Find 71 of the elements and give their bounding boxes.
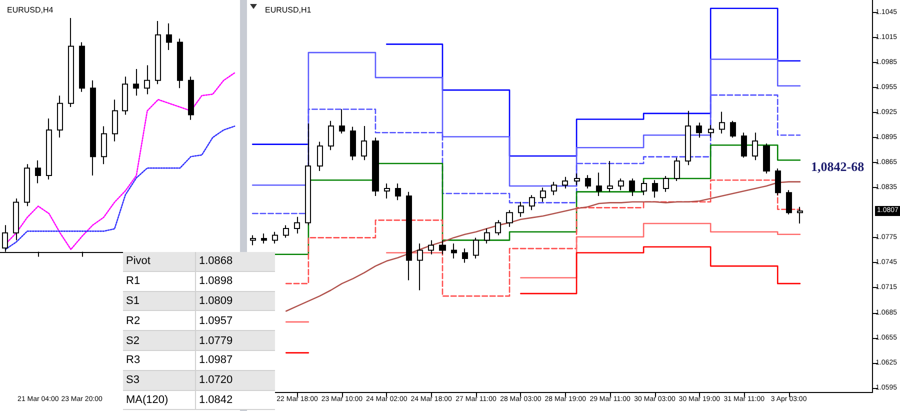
- candlestick: [529, 194, 535, 211]
- candlestick: [663, 175, 669, 192]
- candlestick: [596, 172, 602, 196]
- candlestick: [166, 22, 172, 51]
- candlestick: [763, 142, 770, 174]
- candlestick: [752, 132, 758, 161]
- annotation: 1,0842-68: [811, 159, 865, 174]
- candlestick: [372, 137, 379, 196]
- candlestick: [79, 42, 85, 92]
- text: EURUSD,H1: [265, 6, 312, 14]
- candlestick: [250, 234, 256, 246]
- candlestick: [484, 228, 490, 244]
- candlestick: [283, 224, 289, 238]
- candlestick: [24, 164, 30, 207]
- candlestick: [68, 18, 74, 108]
- candlestick: [574, 172, 580, 186]
- candlestick: [641, 180, 647, 196]
- candlestick: [540, 187, 546, 202]
- candlestick: [585, 174, 591, 189]
- candlestick: [708, 124, 714, 138]
- candlestick: [317, 141, 323, 172]
- candlestick: [395, 182, 401, 201]
- candlestick: [328, 120, 334, 151]
- candlestick: [719, 111, 725, 134]
- candlestick: [674, 157, 680, 182]
- candlestick: [90, 80, 96, 176]
- candlestick: [122, 76, 128, 116]
- candlestick: [350, 126, 356, 161]
- candlestick: [417, 243, 423, 291]
- candlestick: [384, 182, 390, 199]
- candlestick: [696, 122, 702, 138]
- candlestick: [462, 248, 468, 264]
- candlestick: [35, 160, 41, 184]
- candlestick: [272, 231, 278, 244]
- candlestick: [775, 168, 781, 196]
- chart-title: EURUSD,H4: [7, 6, 54, 14]
- candlestick: [305, 122, 311, 226]
- candlestick: [797, 206, 803, 224]
- candlestick: [629, 178, 635, 196]
- candlestick: [112, 99, 118, 142]
- candlestick: [506, 210, 513, 228]
- candlestick: [406, 191, 412, 281]
- candlestick: [428, 240, 434, 255]
- candlestick: [685, 110, 691, 166]
- pivot-table: Pivot 1.0868 R1 1.0898 S1 1.0809 R2 1.0957 S2 1.0779 R3 1.0987 S3 1.0720 MA(120) 1.0842: [123, 252, 275, 410]
- candlestick: [518, 201, 524, 218]
- candlestick: [473, 237, 479, 260]
- candlestick: [607, 160, 613, 192]
- candlestick: [46, 118, 52, 180]
- candlestick: [451, 243, 457, 260]
- candlestick: [177, 38, 183, 89]
- candlestick: [144, 64, 150, 95]
- candlestick: [562, 176, 568, 189]
- candlestick: [495, 220, 501, 236]
- candlestick: [13, 198, 19, 241]
- candlestick: [188, 76, 194, 120]
- candlestick: [155, 20, 161, 85]
- candlestick: [339, 108, 345, 134]
- candlestick: [439, 240, 446, 255]
- candlestick: [101, 126, 107, 165]
- candlestick: [261, 233, 267, 244]
- candlestick: [57, 95, 63, 138]
- candlestick: [133, 68, 139, 96]
- candlestick: [730, 120, 736, 138]
- candlestick: [361, 125, 367, 161]
- candlestick: [652, 180, 658, 198]
- candlestick: [618, 178, 624, 191]
- candlestick: [551, 181, 557, 196]
- candlestick: [786, 190, 792, 215]
- candlestick: [294, 216, 300, 234]
- candlestick: [741, 132, 747, 158]
